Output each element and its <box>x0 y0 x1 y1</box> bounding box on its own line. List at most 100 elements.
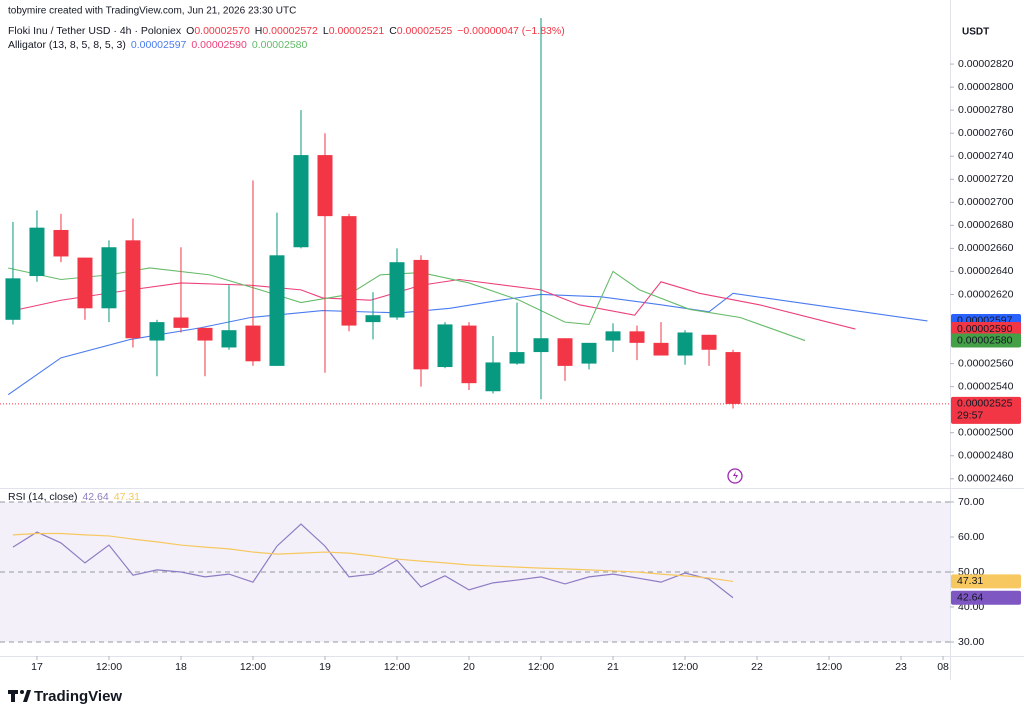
y-tick-label: 0.00002480 <box>958 450 1014 462</box>
price-tag-countdown: 29:57 <box>957 410 983 422</box>
rsi-line <box>12 532 734 583</box>
candle-body <box>557 338 573 366</box>
y-tick-label: 0.00002460 <box>958 473 1014 485</box>
candle-body <box>197 327 213 341</box>
price-tag <box>951 333 1021 348</box>
candle-body <box>149 322 165 341</box>
candle-body <box>245 325 261 362</box>
y-tick-label: 60.00 <box>958 531 984 543</box>
alligator-line <box>7 292 928 396</box>
candle-body <box>269 255 285 366</box>
y-tick-label: 0.00002720 <box>958 173 1014 185</box>
x-tick-label: 22 <box>751 661 763 673</box>
y-tick-label: 0.00002680 <box>958 219 1014 231</box>
rsi-band <box>0 502 950 642</box>
y-tick-label: 0.00002780 <box>958 104 1014 116</box>
rsi-value: 47.31 <box>114 491 140 503</box>
price-tag-label: 47.31 <box>957 575 983 587</box>
x-tick-label: 12:00 <box>96 661 122 673</box>
candle-body <box>317 155 333 217</box>
credit: tobymire created with TradingView.com, J… <box>8 6 296 17</box>
y-tick-label: 0.00002560 <box>958 357 1014 369</box>
price-tag-label: 0.00002525 <box>957 398 1013 410</box>
x-tick-label: 23 <box>895 661 907 673</box>
y-tick-label: 0.00002540 <box>958 380 1014 392</box>
rsi-line <box>12 523 734 599</box>
event-icon-bolt <box>733 471 738 480</box>
y-tick-label: 30.00 <box>958 636 984 648</box>
legend-value: 0.00002570 <box>194 25 250 37</box>
y-tick-label: 0.00002800 <box>958 81 1014 93</box>
x-tick-label: 17 <box>31 661 43 673</box>
y-tick-label: 70.00 <box>958 496 984 508</box>
candle-body <box>485 362 501 392</box>
rsi-value: 42.64 <box>82 491 108 503</box>
price-tag <box>951 590 1021 605</box>
y-tick-label: 0.00002660 <box>958 242 1014 254</box>
event-icon[interactable] <box>727 468 743 484</box>
price-tag-label: 42.64 <box>957 592 983 604</box>
legend-symbol: Floki Inu / Tether USD · 4h · Poloniex <box>8 25 182 37</box>
price-tag <box>951 322 1021 337</box>
candle-body <box>677 332 693 356</box>
candle-body <box>125 240 141 339</box>
candle-body <box>509 352 525 364</box>
candle-body <box>629 331 645 343</box>
candle-body <box>605 331 621 341</box>
y-tick-label: 0.00002760 <box>958 127 1014 139</box>
candle-body <box>341 216 357 326</box>
y-tick-label: 0.00002700 <box>958 196 1014 208</box>
x-tick-label: 12:00 <box>528 661 554 673</box>
x-tick-label: 21 <box>607 661 619 673</box>
y-tick-label: 0.00002640 <box>958 265 1014 277</box>
candle-body <box>653 342 669 356</box>
candle-body <box>437 324 453 368</box>
candle-body <box>581 342 597 364</box>
candle-body <box>53 229 69 257</box>
legend-key: L <box>323 25 329 37</box>
candle-body <box>389 262 405 318</box>
logo-mark <box>8 690 18 702</box>
y-tick-label: 0.00002740 <box>958 150 1014 162</box>
x-tick-label: 12:00 <box>816 661 842 673</box>
rsi-legend: RSI (14, close) 42.64 47.31 <box>8 491 140 503</box>
y-tick-label: 0.00002820 <box>958 58 1014 70</box>
candle-body <box>173 317 189 328</box>
candle-body <box>77 257 93 309</box>
x-tick-label: 19 <box>319 661 331 673</box>
candle-body <box>221 330 237 348</box>
indicator-value: 0.00002580 <box>252 39 308 51</box>
legend-value: 0.00002525 <box>397 25 453 37</box>
candle-body <box>293 155 309 248</box>
brand: TradingView <box>34 688 122 705</box>
x-tick-label: 12:00 <box>384 661 410 673</box>
x-tick-label: 08 <box>937 661 949 673</box>
logo-mark <box>20 690 24 694</box>
price-tag-label: 0.00002590 <box>957 323 1013 335</box>
candle-body <box>365 315 381 323</box>
legend-value: 0.00002572 <box>262 25 318 37</box>
candle-body <box>725 352 741 404</box>
candle-body <box>461 325 477 384</box>
candle-body <box>533 338 549 353</box>
indicator-value: 0.00002590 <box>191 39 247 51</box>
legend-value: 0.00002521 <box>329 25 385 37</box>
currency: USDT <box>962 27 989 38</box>
x-tick-label: 12:00 <box>672 661 698 673</box>
legend-change: −0.00000047 (−1.83%) <box>457 25 564 37</box>
logo <box>8 690 31 702</box>
candle-body <box>101 247 117 309</box>
indicator-name: Alligator (13, 8, 5, 8, 5, 3) <box>8 39 126 51</box>
y-tick-label: 0.00002620 <box>958 288 1014 300</box>
candle-body <box>29 227 45 277</box>
price-tag <box>951 574 1021 589</box>
legend-key: O <box>186 25 194 37</box>
legend-key: H <box>255 25 263 37</box>
rsi-title: RSI (14, close) <box>8 491 77 503</box>
legend-key: C <box>389 25 397 37</box>
x-tick-label: 12:00 <box>240 661 266 673</box>
candle-body <box>701 334 717 350</box>
logo-mark <box>23 690 31 702</box>
